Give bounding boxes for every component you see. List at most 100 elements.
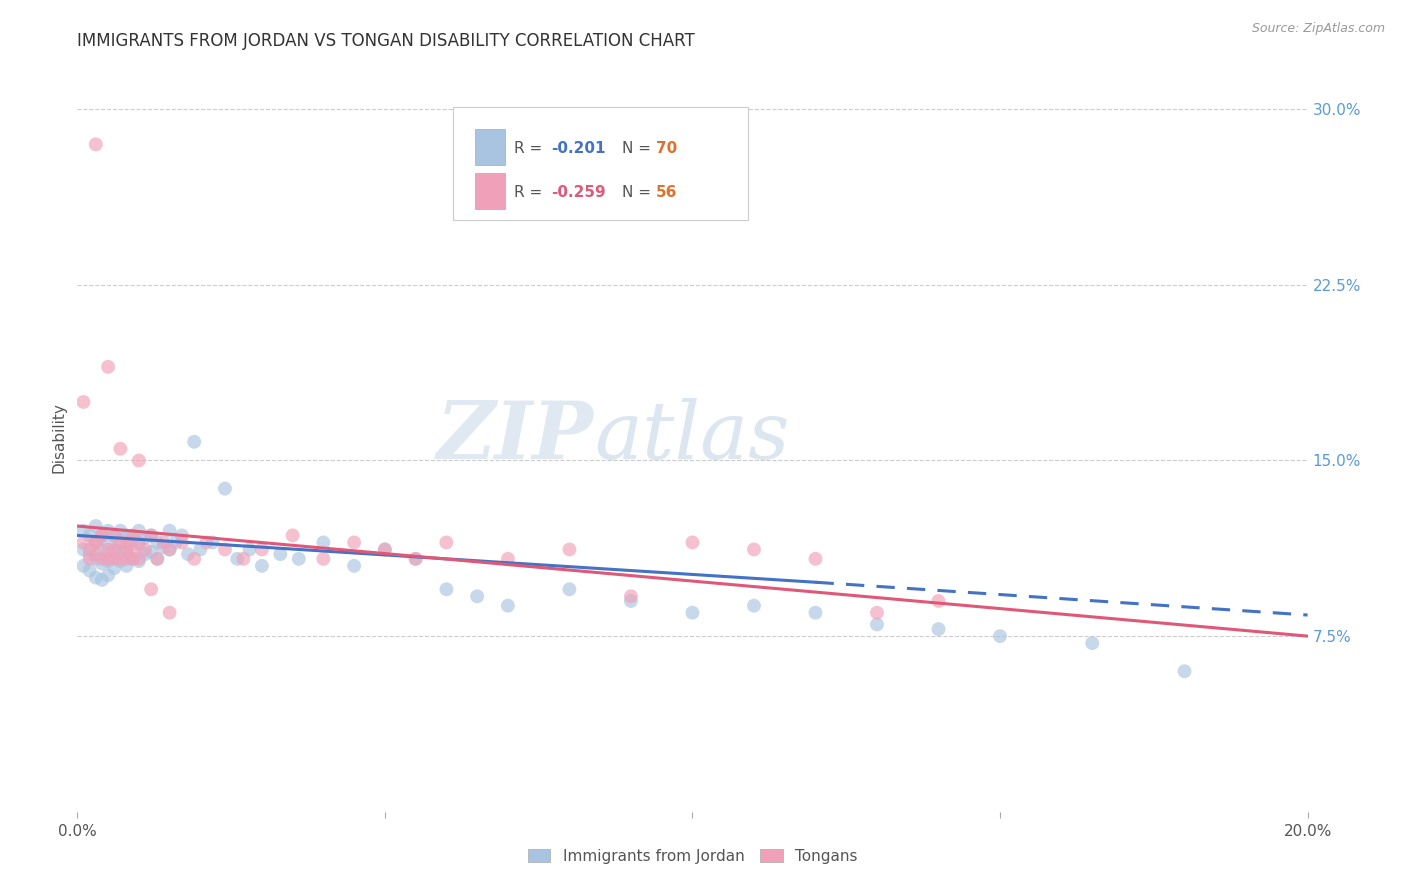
Point xyxy=(188,542,212,557)
Point xyxy=(72,524,94,538)
Point xyxy=(239,542,262,557)
Point xyxy=(159,542,181,557)
Point xyxy=(121,551,143,566)
Point xyxy=(281,528,304,542)
Point xyxy=(103,542,125,557)
Point xyxy=(804,606,827,620)
Point xyxy=(97,359,120,374)
Point xyxy=(620,590,643,604)
Point xyxy=(115,558,138,573)
Point xyxy=(496,551,519,566)
Point xyxy=(866,617,889,632)
Text: R =: R = xyxy=(515,142,547,156)
Point xyxy=(90,557,114,571)
Point xyxy=(183,434,205,449)
Point xyxy=(110,554,132,568)
Point xyxy=(79,528,101,542)
Point xyxy=(1081,636,1104,650)
Point xyxy=(405,551,427,566)
Point xyxy=(436,535,458,549)
Point xyxy=(90,528,114,542)
Point xyxy=(214,542,236,557)
Text: 70: 70 xyxy=(655,142,676,156)
FancyBboxPatch shape xyxy=(453,107,748,219)
Point xyxy=(90,551,114,566)
Point xyxy=(226,551,249,566)
Point xyxy=(103,528,125,542)
Point xyxy=(374,542,396,557)
Point xyxy=(146,551,169,566)
Point xyxy=(97,542,120,557)
Point xyxy=(128,524,150,538)
Point xyxy=(558,542,581,557)
Point xyxy=(115,528,138,542)
Point xyxy=(183,551,205,566)
Point xyxy=(128,554,150,568)
Point xyxy=(682,535,704,549)
Text: ZIP: ZIP xyxy=(437,399,595,475)
Point xyxy=(110,442,132,456)
Point xyxy=(121,533,143,547)
Point xyxy=(115,542,138,557)
Text: IMMIGRANTS FROM JORDAN VS TONGAN DISABILITY CORRELATION CHART: IMMIGRANTS FROM JORDAN VS TONGAN DISABIL… xyxy=(77,32,695,50)
Point xyxy=(558,582,581,597)
Point xyxy=(496,599,519,613)
Point xyxy=(866,606,889,620)
Text: Source: ZipAtlas.com: Source: ZipAtlas.com xyxy=(1251,22,1385,36)
Point xyxy=(90,573,114,587)
Point xyxy=(141,528,163,542)
Point xyxy=(928,622,950,636)
Point xyxy=(84,535,107,549)
Point xyxy=(79,542,101,557)
Point xyxy=(79,551,101,566)
Point xyxy=(72,558,94,573)
Point xyxy=(250,558,273,573)
Point xyxy=(195,535,218,549)
Point xyxy=(170,535,193,549)
Point xyxy=(988,629,1011,643)
Point xyxy=(250,542,273,557)
Point xyxy=(79,564,101,578)
Point xyxy=(177,547,200,561)
Point xyxy=(72,535,94,549)
Point xyxy=(115,545,138,559)
Point xyxy=(79,547,101,561)
Point xyxy=(170,528,193,542)
Point xyxy=(128,535,150,549)
Point xyxy=(343,558,366,573)
Point xyxy=(146,551,169,566)
Point xyxy=(121,551,143,566)
Point xyxy=(742,599,765,613)
Point xyxy=(374,542,396,557)
Y-axis label: Disability: Disability xyxy=(51,401,66,473)
Point xyxy=(804,551,827,566)
Point xyxy=(84,535,107,549)
Point xyxy=(159,524,181,538)
Point xyxy=(84,535,107,549)
Text: atlas: atlas xyxy=(595,399,789,475)
Point xyxy=(103,551,125,566)
Point xyxy=(201,535,224,549)
Point xyxy=(110,551,132,566)
Point xyxy=(115,551,138,566)
Point xyxy=(134,542,156,557)
Point xyxy=(97,554,120,568)
Point xyxy=(928,594,950,608)
Point xyxy=(72,395,94,409)
Point xyxy=(84,571,107,585)
Text: -0.259: -0.259 xyxy=(551,186,606,201)
Point xyxy=(121,542,143,557)
Text: -0.201: -0.201 xyxy=(551,142,606,156)
Point xyxy=(405,551,427,566)
Text: 56: 56 xyxy=(655,186,676,201)
Point xyxy=(436,582,458,597)
Point xyxy=(90,542,114,557)
Point xyxy=(110,524,132,538)
Point xyxy=(84,547,107,561)
Point xyxy=(84,137,107,152)
Point xyxy=(110,535,132,549)
Point xyxy=(159,542,181,557)
Point xyxy=(128,551,150,566)
Point xyxy=(1174,664,1197,679)
Point xyxy=(121,528,143,542)
